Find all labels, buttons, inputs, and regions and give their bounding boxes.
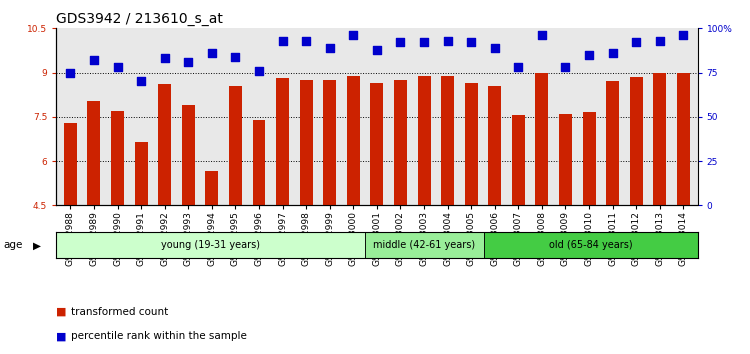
Point (370, 47, 382, 52)
Text: ■: ■ (56, 307, 67, 316)
Point (135, 79, 147, 84)
Bar (206, 171, 218, 205)
Point (206, 50, 218, 56)
Bar (370, 83, 383, 205)
Point (182, 59, 194, 65)
Bar (559, 114, 572, 205)
Bar (64, 123, 77, 205)
Text: old (65-84 years): old (65-84 years) (549, 240, 632, 250)
Point (418, 40, 430, 45)
Point (560, 64, 572, 70)
Bar (606, 81, 619, 205)
Text: middle (42-61 years): middle (42-61 years) (374, 240, 476, 250)
Point (230, 54, 242, 59)
Bar (465, 83, 478, 205)
Bar (365, 232, 484, 258)
Point (277, 38, 289, 44)
Bar (418, 75, 430, 205)
Text: GDS3942 / 213610_s_at: GDS3942 / 213610_s_at (56, 12, 223, 27)
Bar (394, 80, 407, 205)
Bar (253, 120, 266, 205)
Bar (583, 113, 596, 205)
Text: percentile rank within the sample: percentile rank within the sample (71, 331, 248, 341)
Text: ▶: ▶ (33, 240, 41, 250)
Point (347, 33, 359, 38)
Point (394, 40, 406, 45)
Point (489, 45, 501, 51)
Bar (346, 75, 360, 205)
Bar (512, 115, 525, 205)
Bar (158, 84, 171, 205)
Text: transformed count: transformed count (71, 307, 169, 316)
Point (253, 68, 265, 74)
Point (88, 57, 100, 63)
Point (300, 38, 312, 44)
Bar (111, 111, 124, 205)
Bar (536, 73, 548, 205)
Point (677, 33, 689, 38)
Point (536, 33, 548, 38)
Text: young (19-31 years): young (19-31 years) (161, 240, 260, 250)
Bar (300, 80, 313, 205)
Bar (441, 75, 454, 205)
Bar (323, 80, 336, 205)
Point (465, 40, 477, 45)
Text: ■: ■ (56, 331, 67, 341)
Point (607, 50, 619, 56)
Bar (182, 105, 195, 205)
Point (442, 38, 454, 44)
Bar (135, 142, 148, 205)
Bar (488, 86, 501, 205)
Point (583, 52, 595, 58)
Bar (229, 86, 242, 205)
Point (512, 64, 524, 70)
Bar (653, 73, 666, 205)
Point (159, 56, 171, 61)
Bar (676, 73, 690, 205)
Bar (484, 232, 698, 258)
Point (324, 45, 336, 51)
Bar (630, 77, 643, 205)
Bar (276, 79, 289, 205)
Point (64, 70, 76, 75)
Text: age: age (4, 240, 23, 250)
Point (630, 40, 642, 45)
Point (112, 64, 124, 70)
Point (654, 38, 666, 44)
Bar (56, 232, 365, 258)
Bar (88, 101, 100, 205)
